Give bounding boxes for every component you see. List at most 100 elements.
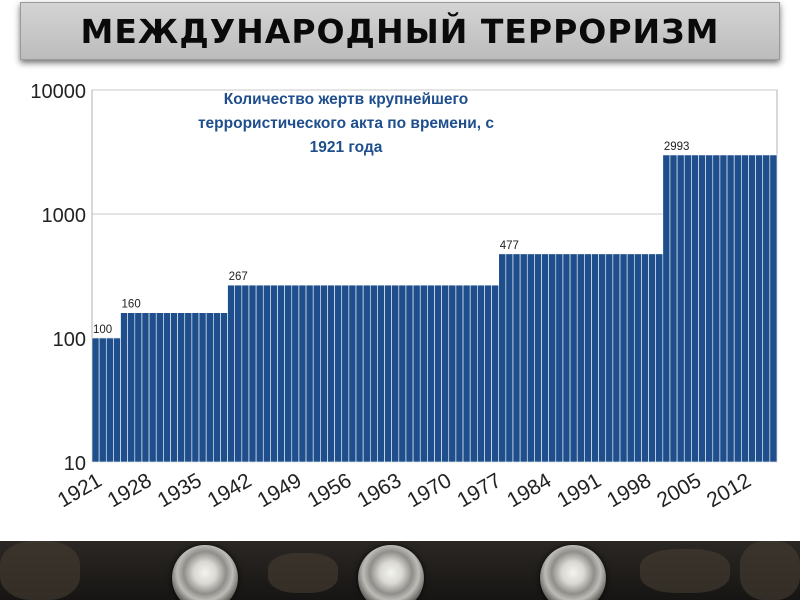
bar: [398, 284, 407, 463]
background-photo-strip: [0, 541, 800, 600]
x-tick-label: 1949: [254, 469, 306, 512]
bar: [277, 284, 285, 463]
page-title: МЕЖДУНАРОДНЫЙ ТЕРРОРИЗМ: [80, 11, 720, 51]
bar: [298, 284, 307, 463]
bar: [198, 312, 207, 463]
bar: [91, 337, 100, 463]
bar: [341, 284, 350, 463]
bar: [377, 284, 385, 463]
bar: [626, 253, 635, 463]
bar: [105, 337, 114, 463]
headlight-image: [540, 545, 606, 600]
y-tick-label: 10000: [30, 81, 86, 103]
bar: [698, 154, 706, 463]
data-label: 477: [500, 240, 519, 252]
bar: [369, 284, 378, 463]
bar: [127, 312, 136, 463]
bar: [384, 284, 392, 463]
bar: [334, 284, 343, 463]
bar: [669, 154, 678, 463]
x-tick-label: 1942: [204, 469, 256, 512]
x-tick-label: 1998: [603, 469, 655, 512]
x-tick-label: 1977: [453, 469, 505, 512]
data-label: 160: [122, 299, 141, 311]
bar: [163, 312, 171, 463]
bar: [534, 253, 542, 463]
bar: [270, 284, 278, 463]
bar: [755, 154, 764, 463]
bar: [633, 253, 642, 463]
bar: [484, 284, 492, 463]
bar: [712, 154, 721, 463]
x-tick-label: 1935: [154, 469, 206, 512]
bar: [241, 284, 250, 463]
y-tick-label: 1000: [42, 205, 87, 227]
bar: [177, 312, 186, 463]
bar: [355, 284, 364, 463]
bar: [327, 284, 335, 463]
y-tick-label: 100: [53, 329, 86, 351]
bar: [227, 284, 236, 463]
bar: [619, 253, 628, 463]
bar: [584, 253, 592, 463]
bar: [391, 284, 400, 463]
bar: [462, 284, 471, 463]
bar: [562, 253, 571, 463]
data-label: 100: [93, 324, 112, 336]
bar: [191, 312, 200, 463]
bar: [220, 312, 228, 463]
bar: [305, 284, 314, 463]
bar: [491, 284, 500, 463]
bar: [676, 154, 685, 463]
bar: [591, 253, 599, 463]
bar: [519, 253, 528, 463]
data-label: 2993: [664, 141, 690, 153]
bar: [312, 284, 321, 463]
bar: [641, 253, 649, 463]
bar: [469, 284, 478, 463]
bar: [605, 253, 614, 463]
x-tick-label: 1963: [353, 469, 405, 512]
headlight-image: [358, 545, 424, 600]
headlight-image: [172, 545, 238, 600]
x-tick-label: 2005: [653, 469, 705, 512]
bar: [505, 253, 514, 463]
bar: [320, 284, 328, 463]
chart-title: террористического акта по времени, с: [198, 115, 494, 132]
bar: [726, 154, 735, 463]
bar: [284, 284, 293, 463]
bar: [512, 253, 521, 463]
x-tick-label: 1970: [403, 469, 455, 512]
bar: [213, 312, 221, 463]
bar: [548, 253, 557, 463]
bar: [405, 284, 414, 463]
bar: [291, 284, 300, 463]
bar: [113, 337, 121, 463]
bar: [526, 253, 535, 463]
bar: [576, 253, 585, 463]
bar: [612, 253, 621, 463]
bar: [541, 253, 549, 463]
bar: [205, 312, 214, 463]
bar: [434, 284, 442, 463]
x-tick-label: 1956: [303, 469, 355, 512]
bar: [769, 154, 778, 463]
bar: [141, 312, 150, 463]
bar: [498, 253, 507, 463]
bar: [98, 337, 107, 463]
bar: [569, 253, 578, 463]
bar: [748, 154, 756, 463]
x-tick-label: 1984: [503, 469, 555, 512]
bar: [683, 154, 692, 463]
bar: [448, 284, 457, 463]
bar: [148, 312, 157, 463]
x-tick-label: 1928: [104, 469, 156, 512]
bar: [419, 284, 428, 463]
bar: [348, 284, 357, 463]
bar: [719, 154, 728, 463]
bar: [441, 284, 450, 463]
bar: [741, 154, 749, 463]
bar: [262, 284, 271, 463]
bar: [170, 312, 178, 463]
bar: [705, 154, 714, 463]
